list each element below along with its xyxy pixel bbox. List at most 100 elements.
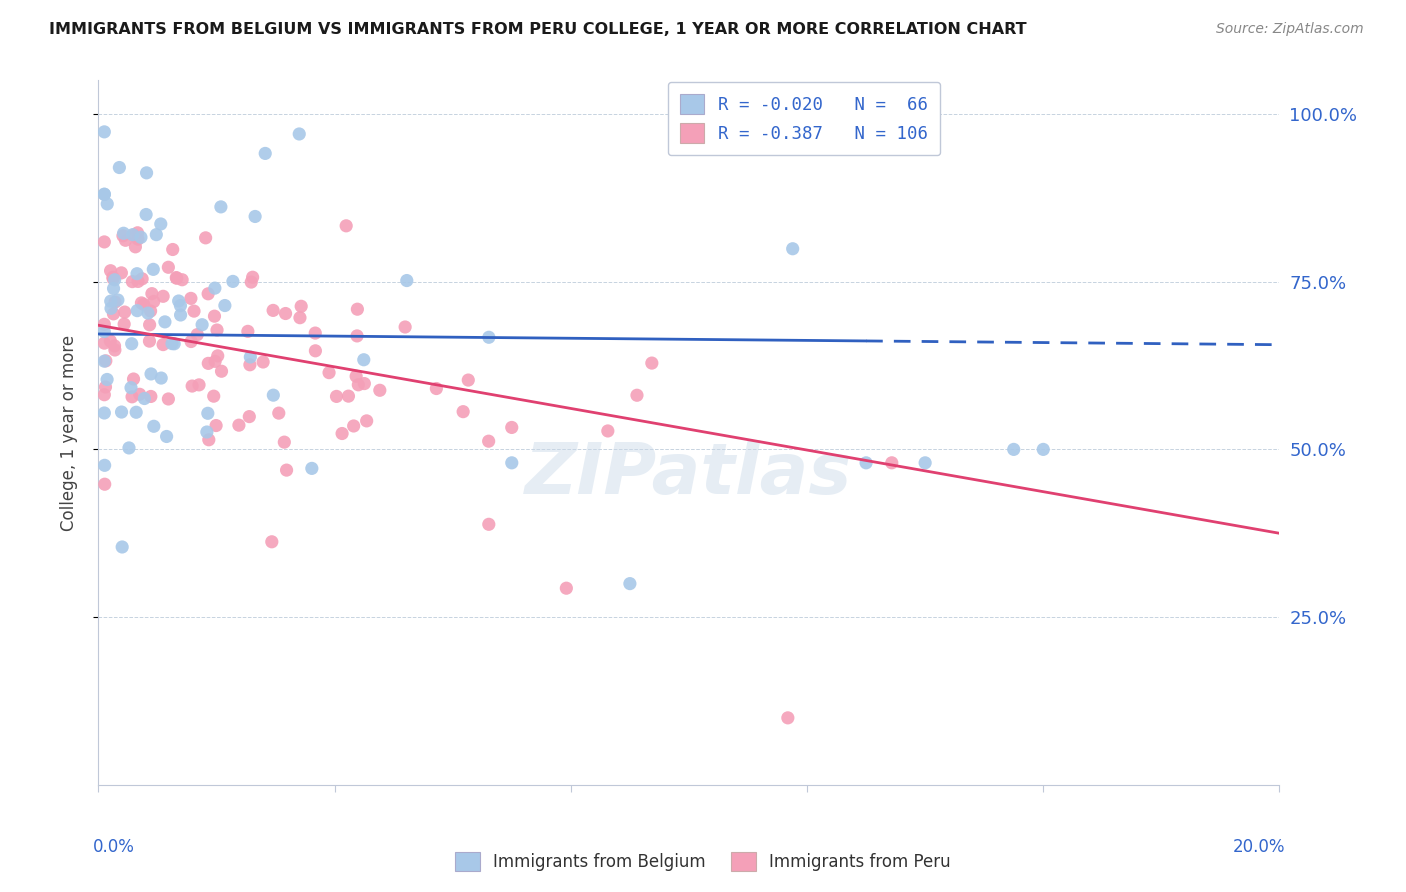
Point bbox=[641, 356, 664, 370]
Point bbox=[100, 264, 122, 278]
Point bbox=[112, 226, 135, 240]
Point bbox=[93, 336, 115, 351]
Point bbox=[619, 576, 641, 591]
Point bbox=[131, 272, 153, 286]
Point bbox=[188, 377, 211, 392]
Point bbox=[555, 581, 578, 595]
Point bbox=[335, 219, 357, 233]
Point bbox=[165, 270, 187, 285]
Point bbox=[478, 434, 501, 449]
Point bbox=[153, 315, 176, 329]
Point bbox=[163, 336, 186, 351]
Point bbox=[110, 405, 132, 419]
Point bbox=[104, 295, 127, 310]
Point bbox=[596, 424, 619, 438]
Point bbox=[135, 166, 157, 180]
Point bbox=[238, 409, 260, 424]
Point bbox=[93, 318, 115, 332]
Point bbox=[94, 380, 117, 394]
Point bbox=[127, 226, 149, 240]
Point bbox=[135, 207, 157, 221]
Point bbox=[346, 329, 368, 343]
Point bbox=[169, 299, 191, 313]
Point bbox=[139, 367, 162, 381]
Point bbox=[142, 262, 165, 277]
Point bbox=[776, 711, 799, 725]
Point bbox=[114, 305, 136, 319]
Point bbox=[626, 388, 648, 402]
Point bbox=[139, 304, 162, 318]
Point bbox=[214, 299, 236, 313]
Point bbox=[122, 372, 145, 386]
Point bbox=[127, 275, 149, 289]
Point bbox=[93, 325, 115, 339]
Point bbox=[855, 456, 877, 470]
Point bbox=[142, 419, 165, 434]
Point bbox=[194, 231, 217, 245]
Point bbox=[204, 309, 226, 323]
Point bbox=[121, 390, 143, 404]
Point bbox=[262, 303, 284, 318]
Point bbox=[93, 406, 115, 420]
Text: ZIPatlas: ZIPatlas bbox=[526, 441, 852, 509]
Point bbox=[346, 302, 368, 317]
Point bbox=[152, 337, 174, 351]
Point bbox=[197, 356, 219, 370]
Point bbox=[394, 320, 416, 334]
Point bbox=[111, 540, 134, 554]
Point bbox=[782, 242, 804, 256]
Point bbox=[239, 358, 262, 372]
Point bbox=[121, 336, 143, 351]
Point bbox=[205, 323, 228, 337]
Point bbox=[111, 228, 134, 243]
Point bbox=[204, 354, 226, 368]
Point bbox=[101, 270, 124, 285]
Point bbox=[155, 429, 177, 443]
Point bbox=[142, 294, 165, 309]
Point bbox=[129, 230, 152, 244]
Point bbox=[103, 281, 125, 295]
Point bbox=[103, 272, 125, 286]
Point bbox=[344, 369, 367, 384]
Point bbox=[288, 310, 311, 325]
Point bbox=[356, 414, 378, 428]
Point bbox=[254, 146, 277, 161]
Point bbox=[98, 334, 121, 348]
Point bbox=[134, 392, 156, 406]
Point bbox=[157, 392, 180, 406]
Point bbox=[195, 425, 218, 439]
Point bbox=[222, 274, 245, 288]
Point bbox=[478, 517, 501, 532]
Point bbox=[93, 125, 115, 139]
Point bbox=[96, 372, 118, 386]
Point bbox=[100, 294, 122, 309]
Y-axis label: College, 1 year or more: College, 1 year or more bbox=[59, 334, 77, 531]
Point bbox=[150, 371, 173, 385]
Point bbox=[301, 461, 323, 475]
Point bbox=[318, 366, 340, 380]
Point bbox=[103, 307, 125, 321]
Point bbox=[242, 270, 264, 285]
Point bbox=[304, 343, 326, 358]
Point bbox=[343, 419, 366, 434]
Point bbox=[145, 227, 167, 242]
Point bbox=[180, 334, 202, 349]
Point bbox=[353, 352, 375, 367]
Point bbox=[121, 227, 143, 242]
Point bbox=[93, 388, 115, 402]
Point bbox=[353, 376, 375, 391]
Point bbox=[94, 354, 117, 368]
Point bbox=[139, 389, 162, 403]
Point bbox=[205, 418, 228, 433]
Point bbox=[96, 197, 118, 211]
Point bbox=[204, 281, 226, 295]
Point bbox=[914, 456, 936, 470]
Point bbox=[103, 339, 125, 353]
Point bbox=[243, 210, 266, 224]
Point bbox=[131, 296, 153, 310]
Point bbox=[209, 200, 232, 214]
Point bbox=[157, 260, 180, 275]
Point bbox=[107, 293, 129, 307]
Point bbox=[262, 388, 284, 402]
Point bbox=[290, 299, 312, 313]
